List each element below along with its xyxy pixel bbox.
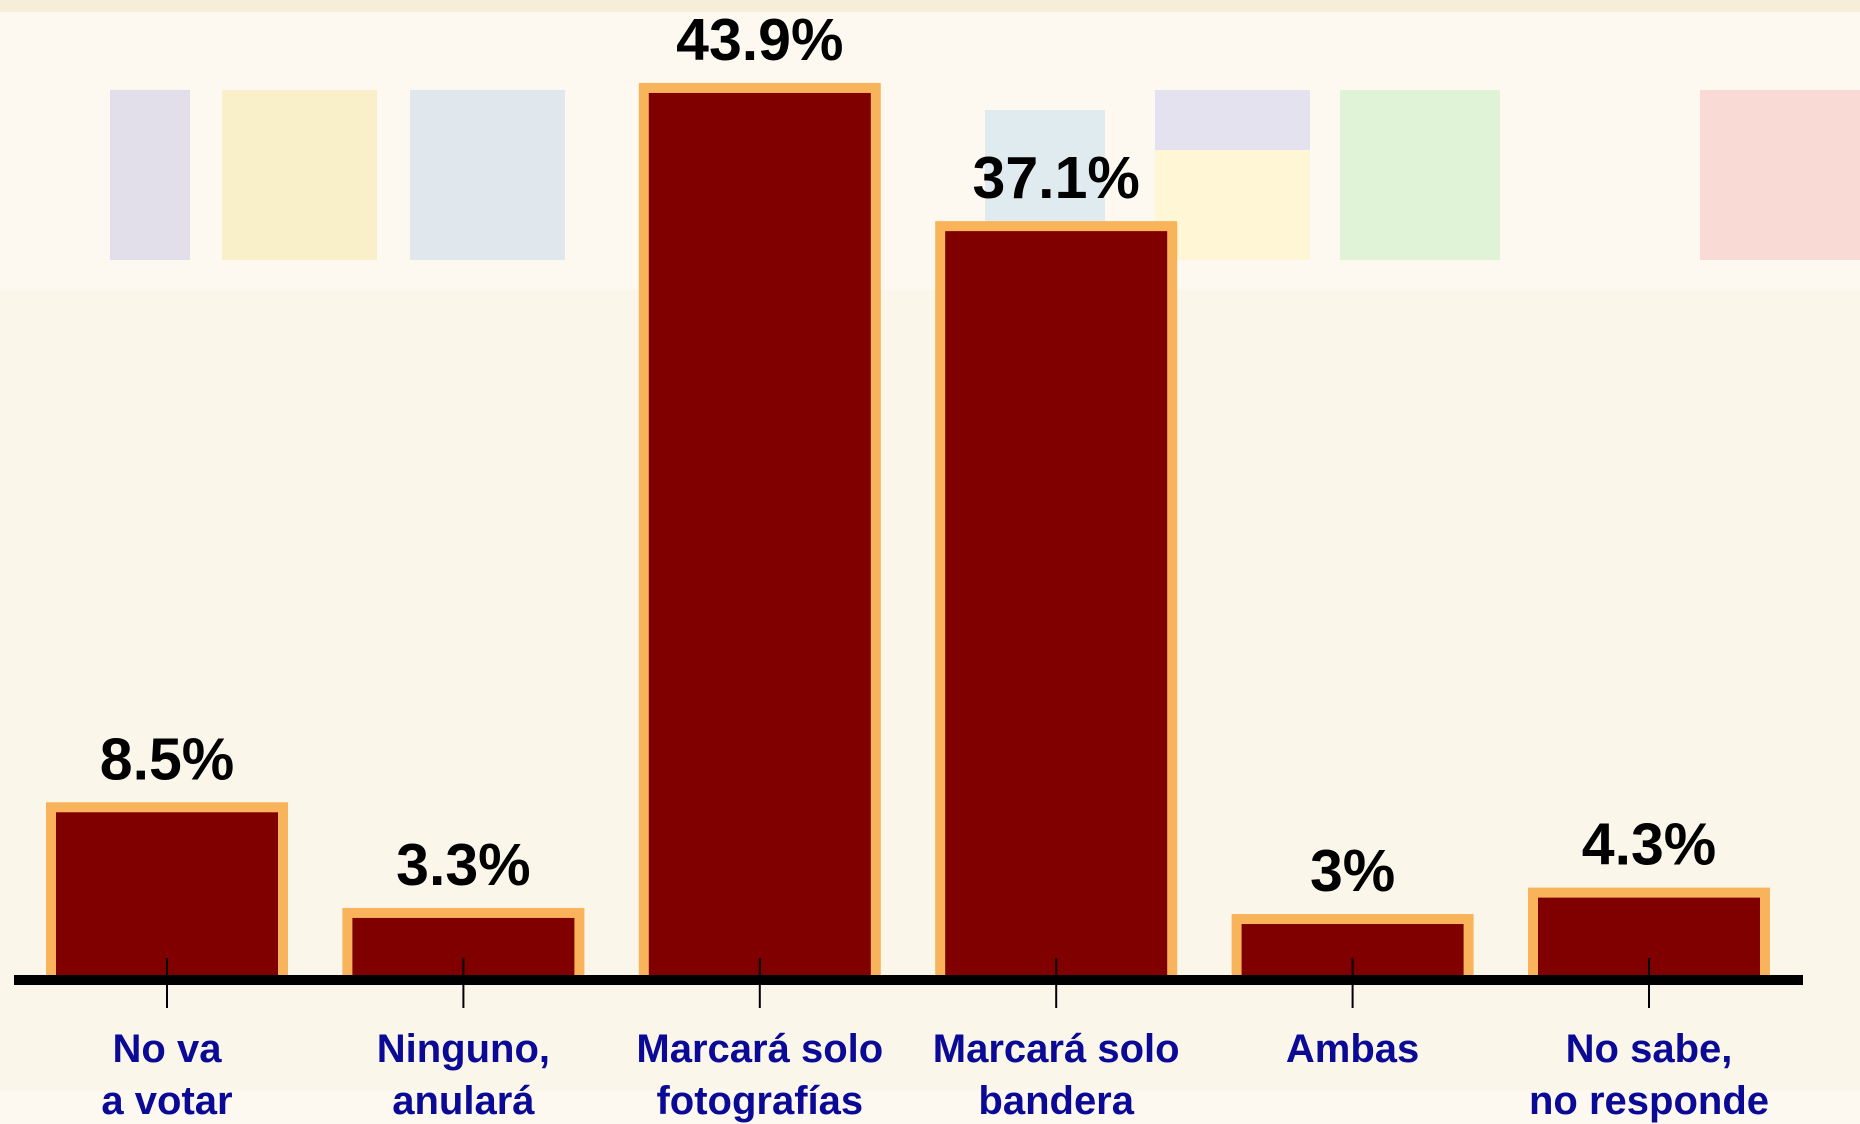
value-label: 8.5%: [100, 726, 234, 792]
x-tick-label: Ambas: [1286, 1027, 1419, 1071]
bar: [644, 88, 876, 980]
value-label: 3%: [1310, 838, 1395, 904]
bar: [940, 226, 1172, 980]
bar: [51, 807, 283, 980]
x-tick-label: Ninguno,: [377, 1027, 550, 1071]
x-tick-label: fotografías: [656, 1079, 863, 1123]
x-tick-label: No sabe,: [1566, 1027, 1733, 1071]
x-tick-label: Marcará solo: [933, 1027, 1180, 1071]
value-label: 4.3%: [1582, 812, 1716, 878]
value-label: 37.1%: [973, 145, 1140, 211]
x-tick-label: no responde: [1529, 1079, 1769, 1123]
x-tick-label: No va: [113, 1027, 223, 1071]
x-tick-label: Marcará solo: [636, 1027, 883, 1071]
x-tick-label: a votar: [101, 1079, 232, 1123]
chart: 8.5% No va a votar 3.3% Ninguno, anulará 43.9%…: [0, 0, 1860, 1124]
value-label: 3.3%: [396, 832, 530, 898]
value-label: 43.9%: [676, 7, 843, 73]
x-tick-label: bandera: [978, 1079, 1134, 1123]
x-tick-label: anulará: [392, 1079, 535, 1123]
